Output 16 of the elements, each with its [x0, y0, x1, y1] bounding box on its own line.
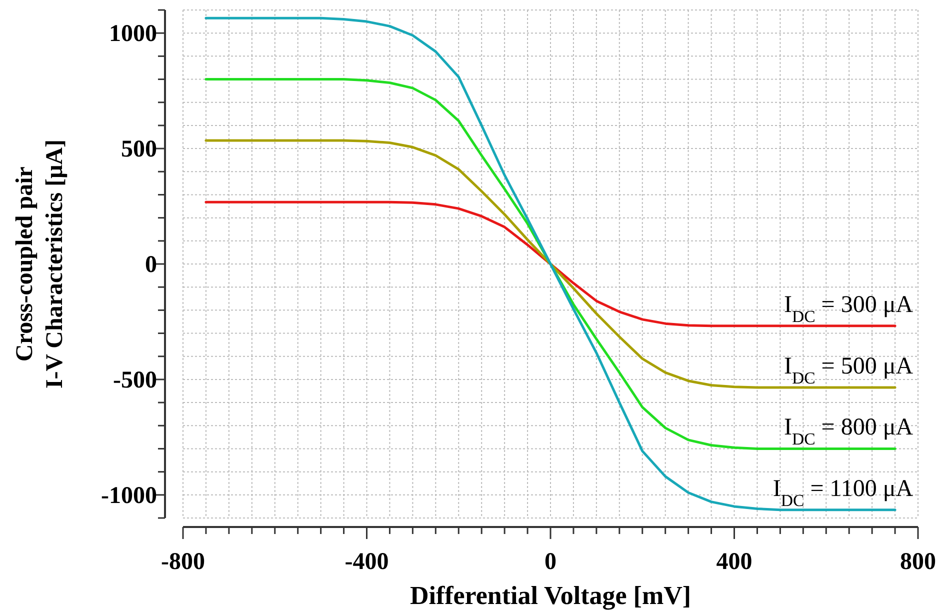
- y-tick-label: 500: [121, 136, 157, 163]
- series-label: I$_{DC}$ = 300 μA: [784, 292, 914, 326]
- x-axis-title: Differential Voltage [mV]: [410, 581, 692, 610]
- x-tick-label: 0: [544, 549, 556, 575]
- series-label: I$_{DC}$ = 800 μA: [784, 414, 914, 448]
- y-tick-label: -1000: [101, 482, 157, 509]
- x-tick-label: -400: [344, 549, 389, 575]
- x-tick-label: 800: [900, 549, 936, 575]
- series-label: I$_{DC}$ = 1100 μA: [772, 476, 914, 510]
- y-axis-title: Cross-coupled pair I-V Characteristics [μA]: [12, 139, 68, 389]
- series-label: I$_{DC}$ = 500 μA: [784, 354, 914, 388]
- y-tick-label: 1000: [109, 21, 157, 48]
- y-tick-label: -500: [113, 367, 157, 394]
- x-tick-label: 400: [716, 549, 752, 575]
- x-tick-label: -800: [161, 549, 205, 575]
- y-tick-label: 0: [145, 252, 157, 278]
